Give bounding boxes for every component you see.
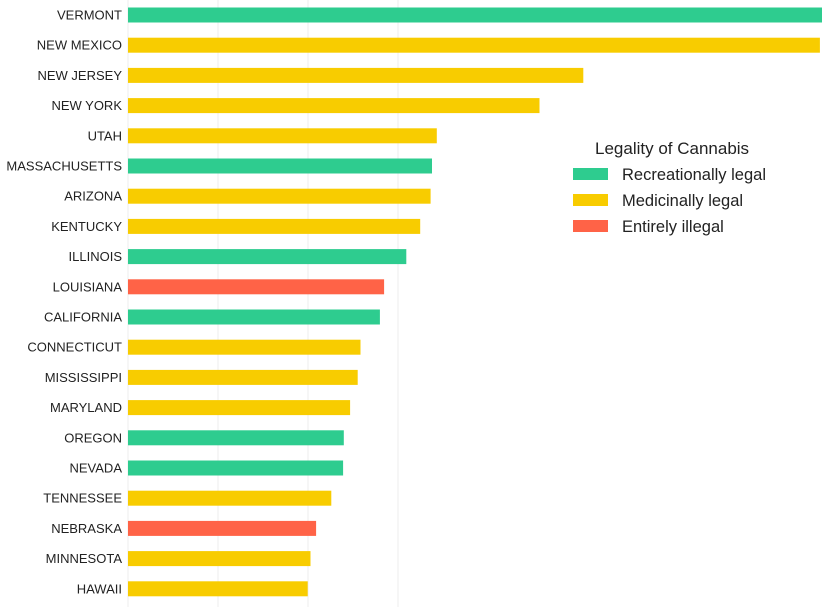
bar-mississippi	[128, 369, 358, 385]
category-label-california: CALIFORNIA	[44, 310, 122, 325]
bar-tennessee	[128, 490, 332, 506]
category-label-hawaii: HAWAII	[77, 581, 122, 596]
legend-label-2: Entirely illegal	[622, 218, 724, 236]
category-label-mississippi: MISSISSIPPI	[45, 370, 122, 385]
bar-louisiana	[128, 279, 385, 295]
bar-new-york	[128, 98, 540, 114]
category-label-arizona: ARIZONA	[64, 189, 122, 204]
bar-illinois	[128, 249, 407, 265]
category-label-tennessee: TENNESSEE	[43, 491, 122, 506]
legend-items: Recreationally legal Medicinally legal Ent…	[573, 166, 766, 236]
legend-swatch-0	[573, 168, 608, 180]
bar-nebraska	[128, 520, 317, 536]
bar-vermont	[128, 7, 822, 23]
category-label-oregon: OREGON	[64, 430, 122, 445]
bar-arizona	[128, 188, 431, 204]
bar-california	[128, 309, 380, 325]
chart-category-labels: VERMONT NEW MEXICO NEW JERSEY NEW YORK UTAH M…	[6, 8, 122, 597]
category-label-vermont: VERMONT	[57, 8, 122, 23]
bar-connecticut	[128, 339, 361, 355]
bar-oregon	[128, 430, 344, 446]
category-label-minnesota: MINNESOTA	[46, 551, 123, 566]
category-label-massachusetts: MASSACHUSETTS	[6, 159, 122, 174]
category-label-new-mexico: NEW MEXICO	[37, 38, 122, 53]
category-label-utah: UTAH	[88, 128, 122, 143]
category-label-new-jersey: NEW JERSEY	[37, 68, 122, 83]
category-label-kentucky: KENTUCKY	[51, 219, 122, 234]
bar-utah	[128, 128, 437, 144]
bar-kentucky	[128, 218, 421, 234]
legend-label-0: Recreationally legal	[622, 166, 766, 184]
legend-swatch-1	[573, 194, 608, 206]
category-label-maryland: MARYLAND	[50, 400, 122, 415]
bar-new-jersey	[128, 67, 584, 83]
category-label-nevada: NEVADA	[70, 461, 123, 476]
category-label-new-york: NEW YORK	[51, 98, 122, 113]
chart-gridlines	[127, 0, 399, 607]
bar-hawaii	[128, 581, 308, 597]
category-label-illinois: ILLINOIS	[69, 249, 123, 264]
legend-title: Legality of Cannabis	[595, 139, 749, 158]
bar-minnesota	[128, 551, 311, 567]
chart-bars	[128, 7, 822, 597]
bar-nevada	[128, 460, 344, 476]
chart-legend: Legality of Cannabis Recreationally lega…	[573, 139, 766, 236]
category-label-nebraska: NEBRASKA	[51, 521, 122, 536]
bar-new-mexico	[128, 37, 820, 53]
legend-swatch-2	[573, 220, 608, 232]
legend-label-1: Medicinally legal	[622, 192, 743, 210]
category-label-connecticut: CONNECTICUT	[27, 340, 122, 355]
bar-massachusetts	[128, 158, 432, 174]
category-label-louisiana: LOUISIANA	[53, 279, 123, 294]
bar-maryland	[128, 400, 351, 416]
